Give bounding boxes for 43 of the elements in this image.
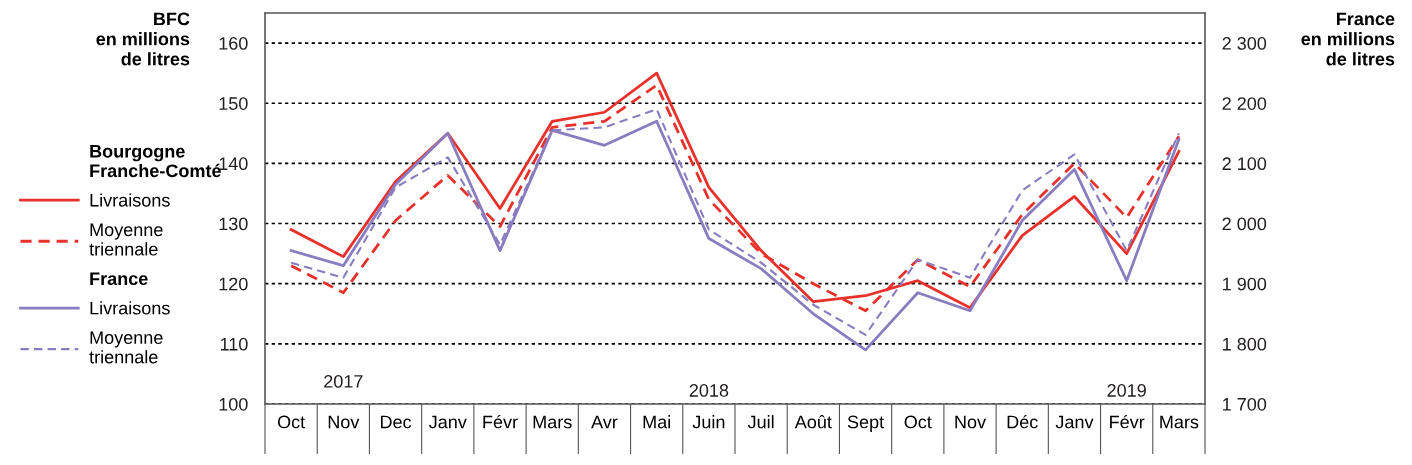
y2-tick-label: 2 100 — [1222, 157, 1267, 171]
y2-tick-label: 2 200 — [1222, 97, 1267, 110]
x-tick-label: Janv — [428, 415, 467, 429]
x-tick-label: Mai — [643, 415, 670, 429]
x-tick-label: Dec — [380, 415, 412, 429]
text: France — [90, 272, 148, 286]
y-tick-label: 110 — [220, 337, 248, 351]
x-tick-label: Juin — [692, 415, 725, 429]
x-tick-label: Avr — [591, 415, 618, 429]
y2-axis-title: France en millions de litres — [1301, 12, 1395, 66]
y2-tick-label: 1 800 — [1223, 337, 1267, 351]
y-tick-label: 150 — [219, 97, 248, 110]
y2-tick-label: 2 000 — [1222, 217, 1267, 231]
y-tick-label: 160 — [219, 37, 248, 50]
y2-tick-label: 1 900 — [1223, 277, 1267, 291]
legend-label: Moyenne triennale — [89, 331, 163, 364]
x-tick-label: Nov — [328, 415, 360, 429]
y-tick-label: 130 — [219, 217, 248, 231]
x-tick-label: Mars — [1160, 415, 1199, 429]
x-tick-label: Nov — [955, 415, 986, 429]
y-tick-label: 100 — [219, 397, 248, 411]
x-tick-label: Oct — [904, 415, 932, 429]
legend-label: Moyenne triennale — [89, 223, 163, 256]
x-tick-label: Juil — [747, 415, 774, 429]
x-tick-label: Janv — [1055, 415, 1094, 429]
y-tick-label: 120 — [219, 277, 248, 291]
annotation: 2017 — [324, 375, 363, 388]
x-tick-label: Oct — [277, 415, 306, 429]
x-tick-label: Sept — [847, 415, 884, 432]
annotation: 2018 — [689, 384, 729, 397]
text: Bourgogne Franche-Comté — [90, 145, 221, 178]
y2-tick-label: 2 300 — [1222, 37, 1267, 50]
x-tick-label: Mars — [533, 415, 572, 429]
x-tick-label: Août — [794, 415, 832, 429]
x-tick-label: Févr — [483, 414, 518, 429]
y-axis-title: BFC en millions de litres — [96, 12, 190, 66]
legend-label: Livraisons — [90, 301, 170, 315]
legend-label: Livraisons — [90, 193, 170, 207]
y-tick-label: 140 — [219, 157, 248, 171]
x-tick-label: Févr — [1110, 414, 1145, 429]
annotation: 2019 — [1107, 384, 1146, 397]
y2-tick-label: 1 700 — [1223, 397, 1267, 411]
x-tick-label: Déc — [1007, 414, 1038, 429]
